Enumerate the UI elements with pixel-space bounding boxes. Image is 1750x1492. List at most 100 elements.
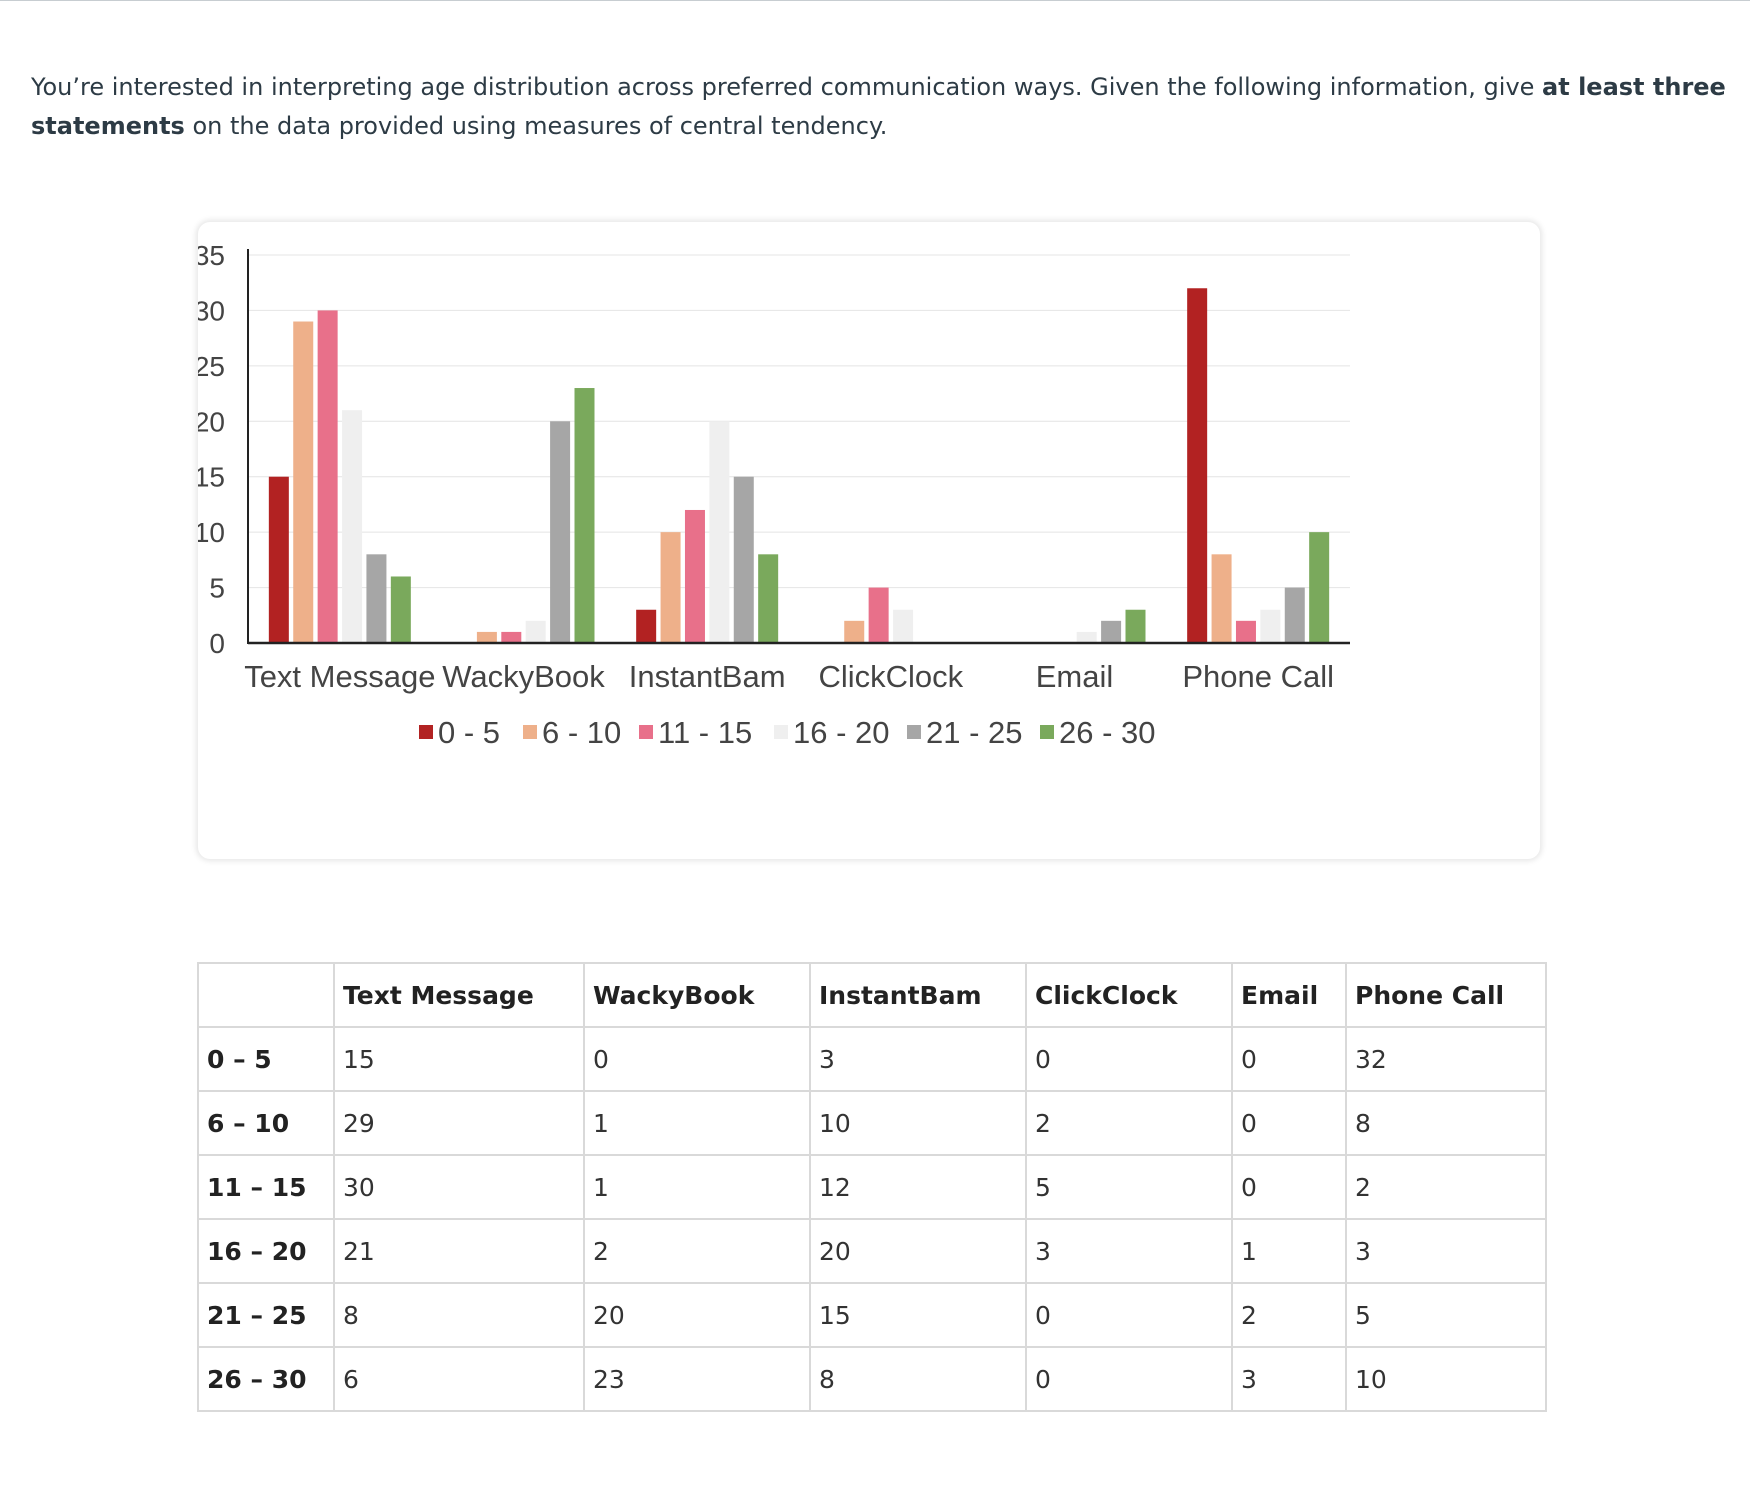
table-row: 11 – 15 30 1 12 5 0 2: [197, 1154, 1547, 1220]
legend-swatch: [1040, 725, 1054, 739]
legend-swatch: [639, 725, 653, 739]
bars: [268, 288, 1330, 643]
table-cell: 0: [1231, 1026, 1347, 1092]
table-cell: 5: [1345, 1282, 1547, 1348]
legend-label: 21 - 25: [926, 715, 1023, 750]
bar-21-25: [1101, 620, 1122, 643]
bar-6-10: [660, 532, 681, 643]
table-cell: 32: [1345, 1026, 1547, 1092]
bar-21-25: [366, 554, 387, 643]
bar-16-20: [709, 421, 730, 643]
table-row-label: 16 – 20: [197, 1218, 335, 1284]
table-header-row: Text Message WackyBook InstantBam ClickC…: [197, 962, 1547, 1028]
table-cell: 3: [1025, 1218, 1233, 1284]
prompt-text-after: on the data provided using measures of c…: [184, 112, 888, 140]
table-header-instantbam: InstantBam: [809, 962, 1027, 1028]
bar-0-5: [636, 609, 657, 643]
table-cell: 20: [809, 1218, 1027, 1284]
legend-swatch: [907, 725, 921, 739]
top-divider: [0, 0, 1750, 1]
table-cell: 3: [1231, 1346, 1347, 1412]
table-cell: 0: [583, 1026, 811, 1092]
table-row: 0 – 5 15 0 3 0 0 32: [197, 1026, 1547, 1092]
table-cell: 0: [1231, 1154, 1347, 1220]
table-cell: 8: [333, 1282, 585, 1348]
legend-swatch: [523, 725, 537, 739]
table-cell: 21: [333, 1218, 585, 1284]
table-cell: 1: [583, 1154, 811, 1220]
table-row: 16 – 20 21 2 20 3 1 3: [197, 1218, 1547, 1284]
bar-6-10: [293, 321, 314, 643]
legend-label: 6 - 10: [542, 715, 621, 750]
category-label: InstantBam: [629, 659, 786, 694]
y-tick-label: 20: [198, 406, 225, 437]
bar-26-30: [1309, 532, 1330, 643]
prompt-text-before: You’re interested in interpreting age di…: [31, 73, 1543, 101]
legend-label: 0 - 5: [438, 715, 500, 750]
gridlines: [248, 254, 1350, 589]
bar-6-10: [844, 620, 865, 643]
y-tick-label: 25: [198, 351, 225, 382]
legend-label: 16 - 20: [793, 715, 890, 750]
age-distribution-table: Text Message WackyBook InstantBam ClickC…: [197, 962, 1547, 1412]
table-cell: 2: [1345, 1154, 1547, 1220]
bar-16-20: [1076, 631, 1097, 643]
bar-chart-card: 0 5 10 15 20 25 30 35 Text Message WackyBook Inst…: [198, 222, 1540, 859]
bar-16-20: [342, 410, 363, 643]
table-header-clickclock: ClickClock: [1025, 962, 1233, 1028]
table-header-text-message: Text Message: [333, 962, 585, 1028]
bar-16-20: [1260, 609, 1281, 643]
table-cell: 3: [1345, 1218, 1547, 1284]
table-cell: 8: [1345, 1090, 1547, 1156]
legend-swatch: [419, 725, 433, 739]
table-cell: 2: [1231, 1282, 1347, 1348]
table-cell: 10: [1345, 1346, 1547, 1412]
category-label: Email: [1036, 659, 1114, 694]
bar-16-20: [893, 609, 914, 643]
bar-11-15: [684, 509, 705, 643]
table-row: 26 – 30 6 23 8 0 3 10: [197, 1346, 1547, 1412]
table-cell: 12: [809, 1154, 1027, 1220]
category-label: WackyBook: [442, 659, 605, 694]
legend: 0 - 5 6 - 10 11 - 15 16 - 20 21 - 25 26 - 30: [419, 715, 1156, 750]
table-row: 6 – 10 29 1 10 2 0 8: [197, 1090, 1547, 1156]
legend-label: 11 - 15: [658, 715, 752, 750]
bar-0-5: [1187, 288, 1208, 643]
table-cell: 0: [1231, 1090, 1347, 1156]
table-row-label: 21 – 25: [197, 1282, 335, 1348]
table-cell: 23: [583, 1346, 811, 1412]
table-cell: 10: [809, 1090, 1027, 1156]
table-cell: 0: [1025, 1282, 1233, 1348]
table-row-label: 6 – 10: [197, 1090, 335, 1156]
table-row-label: 26 – 30: [197, 1346, 335, 1412]
category-label: Text Message: [244, 659, 435, 694]
bar-21-25: [550, 421, 571, 643]
y-tick-label: 15: [198, 462, 225, 493]
table-cell: 29: [333, 1090, 585, 1156]
legend-swatch: [774, 725, 788, 739]
bar-11-15: [1235, 620, 1256, 643]
table-cell: 2: [1025, 1090, 1233, 1156]
question-prompt: You’re interested in interpreting age di…: [31, 68, 1731, 146]
bar-6-10: [476, 631, 497, 643]
bar-6-10: [1211, 554, 1232, 643]
bar-26-30: [758, 554, 779, 643]
bar-chart: 0 5 10 15 20 25 30 35 Text Message WackyBook Inst…: [198, 240, 1350, 750]
bar-16-20: [525, 620, 546, 643]
table-row: 21 – 25 8 20 15 0 2 5: [197, 1282, 1547, 1348]
table-header-phone-call: Phone Call: [1345, 962, 1547, 1028]
bar-26-30: [574, 388, 595, 643]
category-labels: Text Message WackyBook InstantBam ClickCloc…: [244, 659, 1334, 694]
axes: [247, 249, 1350, 645]
table-row-label: 11 – 15: [197, 1154, 335, 1220]
table-cell: 2: [583, 1218, 811, 1284]
bar-11-15: [317, 310, 338, 643]
table-cell: 1: [1231, 1218, 1347, 1284]
table-cell: 0: [1025, 1026, 1233, 1092]
table-cell: 8: [809, 1346, 1027, 1412]
table-header-corner: [197, 962, 335, 1028]
bar-26-30: [1125, 609, 1146, 643]
table-cell: 6: [333, 1346, 585, 1412]
category-label: ClickClock: [818, 659, 963, 694]
bar-21-25: [733, 476, 754, 643]
